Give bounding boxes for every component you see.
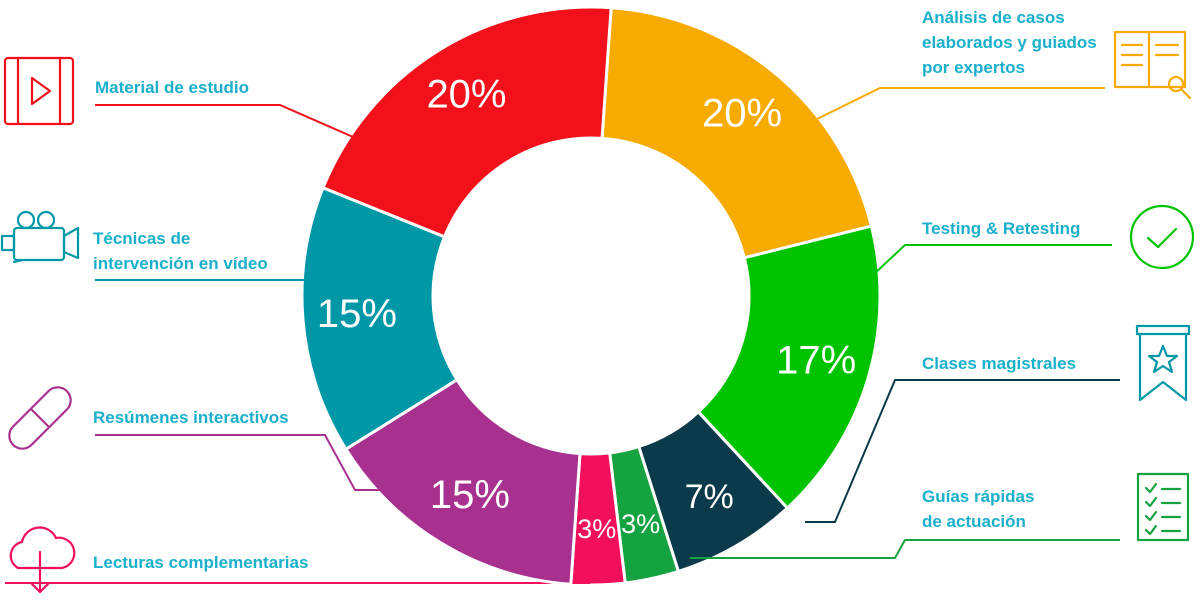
value-label: 15% bbox=[317, 292, 397, 336]
leader-line bbox=[95, 434, 380, 491]
slice bbox=[343, 377, 582, 586]
value-label: 7% bbox=[685, 478, 734, 516]
category-label: Análisis de casos elaborados y guiados p… bbox=[922, 8, 1097, 77]
category-label: Guías rápidas de actuación bbox=[922, 487, 1035, 531]
value-label: 3% bbox=[621, 509, 660, 539]
value-label: 15% bbox=[430, 473, 510, 517]
value-label: 20% bbox=[426, 72, 506, 116]
category-label: Resúmenes interactivos bbox=[93, 408, 289, 427]
book-icon bbox=[1113, 30, 1192, 100]
video-icon bbox=[3, 56, 75, 126]
leader-line bbox=[814, 87, 1105, 121]
leader-line bbox=[872, 244, 1112, 276]
category-label: Lecturas complementarias bbox=[93, 553, 309, 572]
pill-icon bbox=[8, 386, 72, 450]
slice bbox=[696, 224, 882, 511]
slice bbox=[600, 6, 874, 260]
bookmark-icon bbox=[1135, 324, 1191, 402]
cloud-icon bbox=[9, 526, 76, 594]
value-label: 3% bbox=[577, 514, 616, 544]
category-label: Testing & Retesting bbox=[922, 219, 1081, 238]
category-label: Técnicas de intervención en vídeo bbox=[93, 229, 268, 273]
slice bbox=[321, 5, 613, 239]
category-label: Material de estudio bbox=[95, 78, 249, 97]
value-label: 20% bbox=[702, 92, 782, 136]
leader-line bbox=[95, 104, 361, 141]
checklist-icon bbox=[1136, 472, 1190, 542]
camera-icon bbox=[0, 210, 80, 264]
slice bbox=[300, 185, 460, 452]
check-icon bbox=[1129, 204, 1195, 270]
category-label: Clases magistrales bbox=[922, 354, 1077, 373]
value-label: 17% bbox=[776, 339, 856, 383]
leader-line bbox=[805, 379, 1120, 523]
icons bbox=[0, 30, 1195, 594]
leader-line bbox=[690, 539, 1120, 559]
